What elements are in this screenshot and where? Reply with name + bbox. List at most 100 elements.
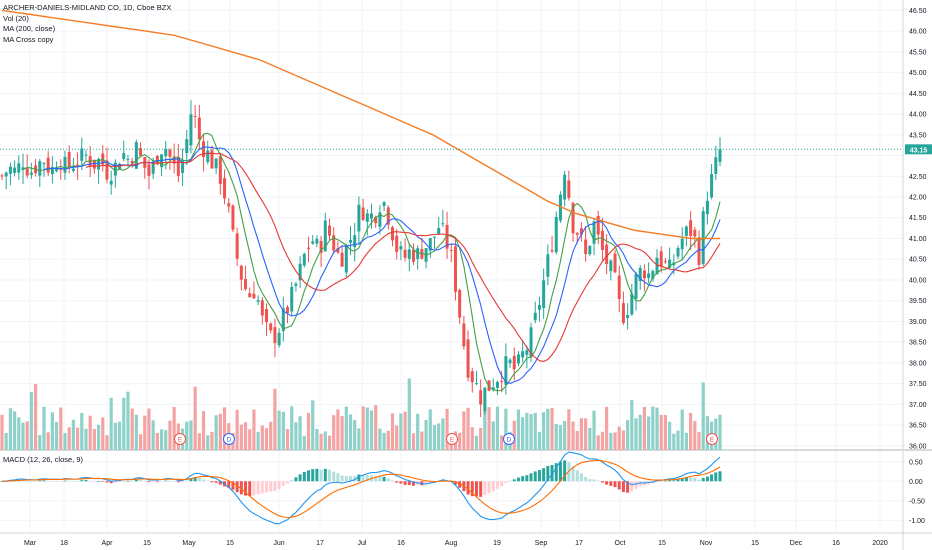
volume-bar: [609, 432, 613, 450]
volume-bar: [563, 420, 567, 450]
macd-histogram-bar: [361, 474, 365, 482]
macd-histogram-bar: [101, 481, 105, 482]
volume-bar: [466, 407, 470, 450]
macd-histogram-bar: [76, 481, 80, 482]
candle-body: [71, 168, 75, 171]
candle-body: [634, 273, 638, 299]
event-marker-dividend[interactable]: D: [503, 433, 515, 445]
macd-histogram-bar: [365, 474, 369, 482]
macd-tick-label: -0.50: [909, 498, 925, 505]
candle-body: [235, 233, 239, 259]
volume-bar: [432, 425, 437, 450]
time-tick-label: 18: [60, 540, 68, 547]
event-marker-earnings[interactable]: E: [174, 433, 186, 445]
candle-body: [626, 315, 630, 318]
macd-tick-label: 0.00: [909, 479, 923, 486]
macd-histogram-bar: [29, 480, 33, 482]
candle-body: [663, 261, 667, 263]
candle-body: [181, 160, 185, 173]
volume-bar: [411, 433, 416, 450]
macd-histogram-bar: [579, 473, 583, 482]
macd-histogram-bar: [546, 465, 550, 482]
candle-body: [55, 167, 59, 172]
volume-bar: [222, 407, 227, 450]
macd-histogram-bar: [424, 481, 428, 485]
candle-body: [239, 265, 243, 280]
macd-indicator-label[interactable]: MACD (12, 26, close, 9): [3, 455, 84, 464]
volume-bar: [315, 428, 319, 450]
candle-body: [462, 323, 466, 347]
volume-bar: [323, 431, 327, 450]
candle-body: [164, 148, 168, 157]
price-tick-label: 37.00: [909, 402, 927, 409]
candle-body: [504, 356, 508, 385]
signal-line: [1, 459, 721, 519]
volume-bar: [264, 428, 269, 450]
ma200-indicator-label[interactable]: MA (200, close): [3, 24, 56, 33]
macd-histogram-bar: [592, 479, 596, 482]
event-marker-letter: D: [227, 437, 232, 444]
macd-histogram-bar: [143, 480, 147, 482]
macd-histogram-bar: [378, 476, 382, 482]
volume-bar: [243, 422, 248, 450]
candle-body: [399, 246, 403, 250]
macd-histogram-bar: [542, 468, 546, 482]
candle-body: [197, 117, 201, 140]
time-tick-label: 16: [832, 540, 840, 547]
volume-indicator-label[interactable]: Vol (20): [3, 13, 29, 23]
volume-bar: [353, 419, 357, 450]
volume-bar: [88, 415, 92, 450]
time-tick-label: 15: [143, 540, 151, 547]
volume-bar: [504, 408, 508, 450]
candle-body: [139, 148, 143, 156]
candle-body: [67, 152, 71, 168]
candle-body: [542, 280, 546, 308]
macd-histogram-bar: [521, 476, 525, 482]
volume-bar: [332, 415, 336, 450]
candle-body: [512, 355, 516, 370]
event-marker-circle: [503, 433, 515, 445]
volume-bar: [96, 424, 101, 450]
price-tick-label: 42.50: [909, 174, 927, 181]
volume-bar: [201, 411, 206, 450]
candle-body: [680, 238, 684, 250]
macd-histogram-bar: [349, 476, 353, 482]
volume-bar: [399, 413, 403, 450]
ma-slow-line: [85, 152, 721, 362]
macd-pane: [0, 451, 722, 525]
volume-bar: [151, 420, 155, 450]
macd-histogram-bar: [113, 481, 117, 483]
symbol-title[interactable]: ARCHER-DANIELS-MIDLAND CO, 1D, Cboe BZX: [3, 3, 172, 12]
volume-bar: [474, 435, 479, 450]
time-tick-label: Aug: [445, 540, 458, 547]
volume-bar: [117, 421, 122, 450]
volume-bar: [500, 435, 504, 450]
volume-bar: [407, 378, 411, 450]
volume-bar: [12, 411, 17, 450]
candle-body: [684, 226, 688, 236]
macd-histogram-bar: [638, 481, 642, 487]
macd-histogram-bar: [617, 481, 621, 490]
macd-histogram-bar: [42, 480, 46, 482]
macd-histogram-bar: [122, 481, 126, 482]
candle-body: [286, 307, 290, 314]
event-marker-earnings[interactable]: E: [706, 433, 718, 445]
candle-body: [298, 263, 302, 281]
macd-histogram-bar: [630, 481, 634, 492]
event-marker-earnings[interactable]: E: [446, 433, 458, 445]
volume-bar: [294, 422, 298, 450]
volume-bar: [134, 414, 138, 450]
volume-bar: [340, 415, 344, 450]
macd-histogram-bar: [172, 481, 176, 482]
candle-body: [13, 167, 17, 173]
macd-histogram-bar: [319, 469, 323, 482]
volume-bar: [273, 388, 277, 450]
macd-histogram-bar: [59, 481, 63, 482]
moving-average-lines: [1, 9, 721, 392]
event-marker-dividend[interactable]: D: [223, 433, 235, 445]
volume-bar: [558, 425, 563, 450]
ma-cross-indicator-label[interactable]: MA Cross copy: [3, 34, 54, 44]
ma-fast-line: [22, 132, 721, 392]
